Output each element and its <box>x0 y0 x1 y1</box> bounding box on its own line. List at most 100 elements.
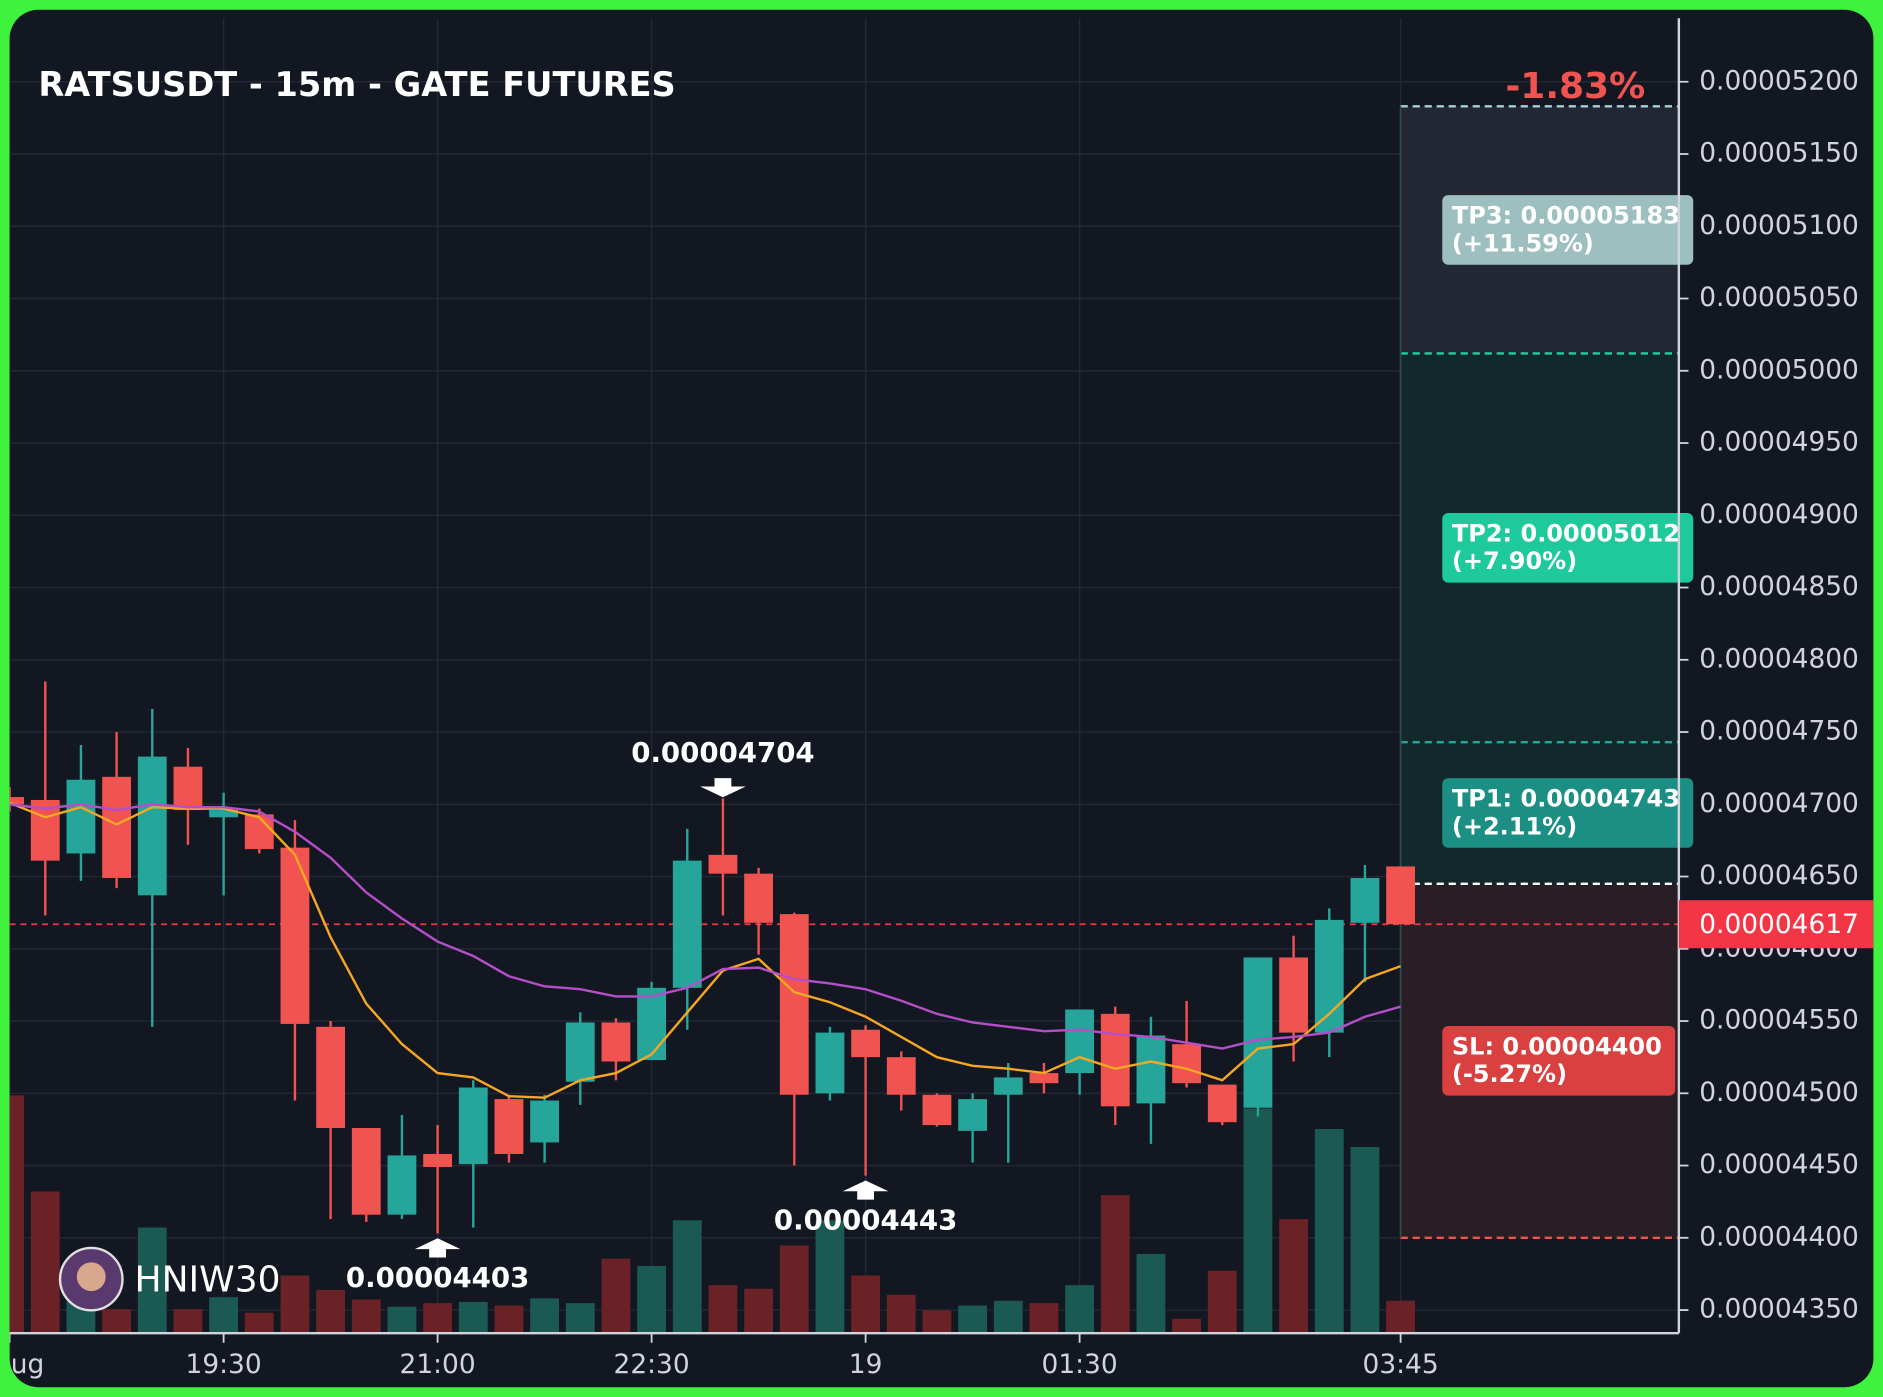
candle-body <box>672 860 702 988</box>
volume-bar <box>387 1306 417 1334</box>
annotation-label: 0.00004704 <box>631 736 814 769</box>
candle-body <box>958 1099 988 1131</box>
level-label: SL: 0.00004400 <box>1452 1033 1662 1061</box>
candle-body <box>1065 1009 1095 1074</box>
volume-bar <box>9 1095 25 1334</box>
candle-body <box>1314 919 1344 1033</box>
volume-bar <box>1100 1195 1130 1334</box>
volume-bar <box>1029 1303 1059 1334</box>
level-label: TP3: 0.00005183 <box>1452 202 1680 230</box>
overlay: 0.00004350 0.00004400 0.00004450 0.00004500… <box>9 18 1874 1380</box>
y-tick-label: 0.00004950 <box>1699 427 1859 458</box>
candle-body <box>1029 1073 1059 1084</box>
candle-body <box>1136 1035 1166 1104</box>
candle-body <box>993 1077 1023 1095</box>
candle-body <box>102 776 132 878</box>
candle-body <box>30 799 60 861</box>
candle-body <box>744 873 774 923</box>
candle-body <box>779 914 809 1095</box>
volume-bar <box>1207 1270 1237 1334</box>
volume-bar <box>1136 1253 1166 1334</box>
volume-bar <box>708 1285 738 1334</box>
volume-bar <box>1065 1285 1095 1334</box>
volume-bar <box>637 1265 667 1334</box>
candle-body <box>886 1057 916 1095</box>
level-box <box>1442 512 1694 583</box>
volume-bar <box>30 1191 60 1334</box>
price-tag-label: 0.00004617 <box>1699 909 1859 940</box>
moving-average <box>9 801 1402 1099</box>
candle-body <box>1279 957 1309 1033</box>
x-tick-label: 22:30 <box>614 1349 690 1380</box>
candle-body <box>565 1022 595 1082</box>
price-tag <box>1678 900 1874 949</box>
volume-bar <box>280 1275 310 1334</box>
y-tick-label: 0.00004750 <box>1699 716 1859 747</box>
volume-bar <box>815 1220 845 1334</box>
volume-bar <box>851 1275 881 1334</box>
candle-body <box>637 987 667 1061</box>
candle-body <box>601 1022 631 1062</box>
y-tick-label: 0.00004700 <box>1699 788 1859 819</box>
volume-bar <box>779 1245 809 1334</box>
y-tick-label: 0.00005000 <box>1699 354 1859 385</box>
level-box <box>1442 778 1694 848</box>
candle-body <box>280 847 310 1024</box>
y-tick-label: 0.00005200 <box>1699 65 1859 96</box>
y-tick-label: 0.00004650 <box>1699 860 1859 891</box>
volume-bar <box>1172 1318 1202 1334</box>
volume-bar <box>922 1310 952 1334</box>
y-tick-label: 0.00004850 <box>1699 571 1859 602</box>
volume-bar <box>1314 1129 1344 1334</box>
annotation-arrow <box>842 1180 889 1200</box>
y-tick-label: 0.00004400 <box>1699 1221 1859 1252</box>
y-tick-label: 0.00005100 <box>1699 210 1859 241</box>
candle-body <box>173 766 203 811</box>
candle-body <box>66 779 96 854</box>
candle-body <box>1172 1044 1202 1084</box>
volume-bar <box>565 1303 595 1334</box>
candle-body <box>9 797 25 805</box>
volume-bar <box>1279 1219 1309 1334</box>
candle-body <box>922 1094 952 1126</box>
candle-body <box>494 1099 524 1154</box>
y-tick-label: 0.00004550 <box>1699 1005 1859 1036</box>
candle-body <box>244 814 274 850</box>
volume-bar <box>1243 1108 1273 1334</box>
volume-bar <box>744 1288 774 1334</box>
volume-bar <box>423 1303 453 1334</box>
annotation-label: 0.00004403 <box>346 1261 529 1294</box>
volume-bar <box>1350 1147 1380 1334</box>
y-tick-label: 0.00004350 <box>1699 1294 1859 1325</box>
candle-body <box>351 1127 381 1215</box>
candle-body <box>1100 1013 1130 1107</box>
plot <box>9 105 1679 1334</box>
x-tick-label: 01:30 <box>1042 1349 1118 1380</box>
volume-bar <box>530 1298 560 1334</box>
volume-bar <box>173 1309 203 1334</box>
y-tick-label: 0.00005150 <box>1699 138 1859 169</box>
y-tick-label: 0.00005050 <box>1699 282 1859 313</box>
x-tick-label: 21:00 <box>400 1349 476 1380</box>
candle-body <box>708 854 738 874</box>
y-tick-label: 0.00004500 <box>1699 1077 1859 1108</box>
volume-bar <box>1386 1300 1416 1334</box>
x-tick-label: 19 <box>849 1349 883 1380</box>
x-tick-label: 03:45 <box>1363 1349 1439 1380</box>
volume-bar <box>137 1227 167 1334</box>
chart-title: RATSUSDT - 15m - GATE FUTURES <box>38 65 675 104</box>
candle-body <box>137 756 167 896</box>
candle-body <box>458 1087 488 1165</box>
candle-body <box>209 810 239 818</box>
volume-bar <box>316 1289 346 1334</box>
level-sublabel: (+7.90%) <box>1452 547 1577 575</box>
level-label: TP1: 0.00004743 <box>1452 785 1680 813</box>
level-sublabel: (-5.27%) <box>1452 1060 1567 1088</box>
level-sublabel: (+11.59%) <box>1452 229 1594 257</box>
candle-body <box>815 1032 845 1094</box>
watermark: HNIW30 <box>135 1260 281 1301</box>
volume-bar <box>102 1309 132 1334</box>
volume-bar <box>993 1300 1023 1334</box>
candle-body <box>1243 957 1273 1108</box>
